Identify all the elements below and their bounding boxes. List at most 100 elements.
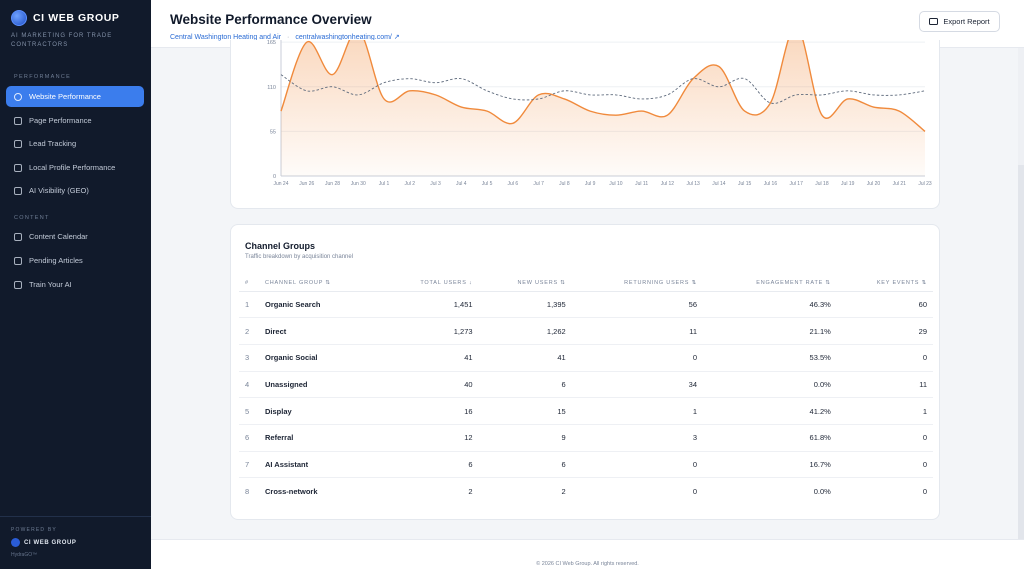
sidebar-item-ai-visibility[interactable]: AI Visibility (GEO)	[6, 180, 144, 201]
client-domain-link[interactable]: centralwashingtonheating.com/ ↗	[295, 33, 399, 41]
sparkle-icon	[14, 186, 22, 195]
row-index: 8	[245, 486, 250, 496]
sidebar: CI WEB GROUP AI MARKETING FOR TRADE CONT…	[0, 0, 151, 569]
x-tick-label: Jul 7	[533, 181, 544, 187]
engagement-rate: 41.2%	[703, 397, 837, 425]
table-row: 3 Organic Social 41 41 0 53.5% 0	[239, 344, 933, 372]
channel-groups-card: Channel Groups Traffic breakdown by acqu…	[230, 224, 940, 520]
scrollbar-thumb[interactable]	[1018, 165, 1024, 539]
x-tick-label: Jun 28	[325, 181, 340, 187]
channel-name: Referral	[259, 424, 380, 452]
x-tick-label: Jul 12	[661, 181, 675, 187]
x-tick-label: Jul 23	[918, 181, 932, 187]
sidebar-item-label: Content Calendar	[29, 232, 88, 241]
client-domain: centralwashingtonheating.com/	[295, 34, 392, 41]
separator: ·	[287, 33, 290, 41]
x-tick-label: Jul 4	[456, 181, 467, 187]
new-users: 15	[478, 397, 572, 425]
col-returning-users[interactable]: RETURNING USERS ⇅	[571, 275, 703, 292]
x-tick-label: Jul 8	[559, 181, 570, 187]
col-total-users[interactable]: TOTAL USERS ↓	[379, 275, 479, 292]
page-footer: © 2026 CI Web Group. All rights reserved…	[151, 539, 1024, 569]
x-tick-label: Jul 19	[841, 181, 855, 187]
col-engagement-rate[interactable]: ENGAGEMENT RATE ⇅	[703, 275, 837, 292]
x-tick-label: Jul 15	[738, 181, 752, 187]
sidebar-item-label: Train Your AI	[29, 280, 72, 289]
row-index: 3	[239, 344, 259, 372]
y-tick-label: 0	[273, 174, 276, 180]
brand-logo-icon	[11, 10, 27, 26]
y-tick-label: 165	[267, 40, 276, 46]
sidebar-item-website-performance[interactable]: Website Performance	[6, 86, 144, 107]
traffic-chart-card: 0 55 110 165 Jun 24 Jun 26 Jun 28 Jun 30 Jul 1 Ju…	[230, 40, 940, 209]
x-tick-label: Jul 11	[635, 181, 648, 187]
page-title: Website Performance Overview	[170, 12, 372, 27]
engagement-rate: 0.0%	[813, 486, 831, 496]
sidebar-item-label: Local Profile Performance	[29, 163, 116, 172]
returning-users: 0	[571, 344, 703, 372]
sidebar-item-local-profile-performance[interactable]: Local Profile Performance	[6, 157, 144, 178]
channel-name: Direct	[259, 317, 380, 345]
brand-logo[interactable]: CI WEB GROUP	[11, 10, 120, 26]
traffic-line-chart: 0 55 110 165 Jun 24 Jun 26 Jun 28 Jun 30 Jul 1 Ju…	[267, 40, 932, 187]
phone-icon	[14, 139, 22, 148]
x-tick-label: Jun 24	[273, 181, 288, 187]
section-performance: PERFORMANCE	[14, 74, 72, 80]
printer-icon	[929, 18, 939, 25]
total-users: 1,273	[379, 317, 479, 345]
table-row: 1 Organic Search 1,451 1,395 56 46.3% 60	[239, 291, 933, 319]
sidebar-item-train-your-ai[interactable]: Train Your AI	[6, 274, 144, 295]
export-report-button[interactable]: Export Report	[919, 11, 1000, 32]
key-events: 1	[836, 397, 933, 425]
sidebar-item-lead-tracking[interactable]: Lead Tracking	[6, 133, 144, 154]
col-channel-group[interactable]: CHANNEL GROUP ⇅	[259, 275, 380, 292]
key-events: 0	[836, 451, 933, 479]
x-tick-label: Jul 18	[815, 181, 829, 187]
new-users: 41	[478, 344, 572, 372]
channel-name: Cross-network	[265, 486, 318, 496]
returning-users: 34	[571, 371, 703, 399]
col-new-users[interactable]: NEW USERS ⇅	[478, 275, 572, 292]
table-row: 2 Direct 1,273 1,262 11 21.1% 29	[239, 317, 933, 345]
product-version: HydraGO™	[11, 552, 38, 558]
row-index: 5	[239, 397, 259, 425]
channel-name: Display	[259, 397, 380, 425]
x-tick-label: Jul 1	[379, 181, 390, 187]
total-users: 41	[379, 344, 479, 372]
returning-users: 0	[692, 486, 697, 496]
total-users: 12	[379, 424, 479, 452]
table-row: 8 Cross-network 2 2 0 0.0% 0	[239, 478, 933, 505]
x-tick-label: Jul 17	[790, 181, 804, 187]
table-row: 5 Display 16 15 1 41.2% 1	[239, 397, 933, 425]
section-content: CONTENT	[14, 215, 50, 221]
key-events: 60	[836, 291, 933, 319]
sidebar-item-page-performance[interactable]: Page Performance	[6, 110, 144, 131]
new-users: 9	[478, 424, 572, 452]
external-link-icon: ↗	[393, 34, 400, 41]
x-tick-label: Jul 16	[764, 181, 778, 187]
ci-logo-icon	[11, 538, 20, 547]
table-header-row: # CHANNEL GROUP ⇅ TOTAL USERS ↓ NEW USER…	[239, 275, 933, 292]
sidebar-item-pending-articles[interactable]: Pending Articles	[6, 250, 144, 271]
x-tick-label: Jul 13	[686, 181, 700, 187]
new-users: 1,262	[478, 317, 572, 345]
x-tick-label: Jul 14	[712, 181, 726, 187]
table-row: 6 Referral 12 9 3 61.8% 0	[239, 424, 933, 452]
x-tick-label: Jun 26	[299, 181, 314, 187]
sidebar-footer: POWERED BY CI WEB GROUP HydraGO™	[0, 516, 151, 569]
channel-groups-title: Channel Groups	[245, 241, 316, 251]
x-tick-label: Jul 10	[609, 181, 623, 187]
row-index: 4	[239, 371, 259, 399]
series-area-0	[281, 40, 925, 176]
series-line-1	[280, 74, 926, 104]
total-users: 16	[379, 397, 479, 425]
y-tick-label: 110	[267, 85, 276, 91]
copyright: © 2026 CI Web Group. All rights reserved…	[536, 561, 639, 567]
sidebar-item-label: Page Performance	[29, 116, 92, 125]
sidebar-item-content-calendar[interactable]: Content Calendar	[6, 226, 144, 247]
channel-groups-subtitle: Traffic breakdown by acquisition channel	[245, 254, 354, 260]
col-key-events[interactable]: KEY EVENTS ⇅	[836, 275, 933, 292]
channel-name: Unassigned	[259, 371, 380, 399]
powered-by-logo-text: CI WEB GROUP	[24, 539, 77, 546]
engagement-rate: 16.7%	[703, 451, 837, 479]
